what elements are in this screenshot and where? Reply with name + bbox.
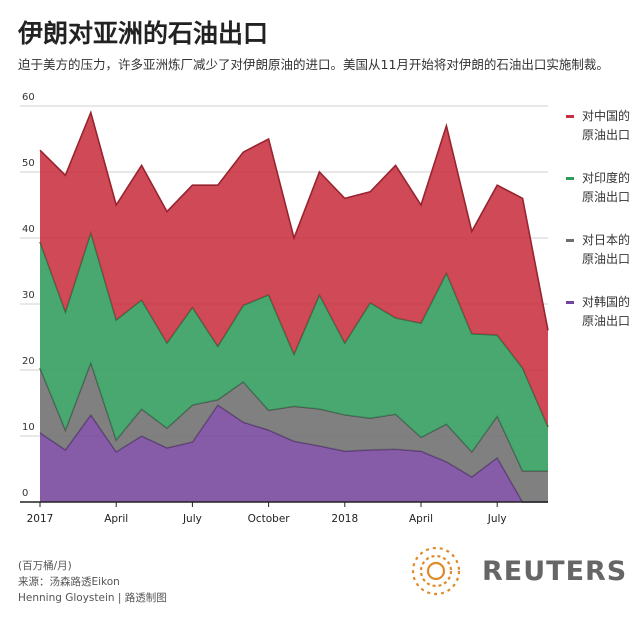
legend-swatch bbox=[566, 301, 574, 304]
area bbox=[40, 112, 548, 427]
legend-swatch bbox=[566, 115, 574, 118]
legend-label: 对韩国的原油出口 bbox=[582, 295, 631, 328]
legend-swatch bbox=[566, 239, 574, 242]
x-tick-label: July bbox=[182, 513, 202, 525]
legend-label: 对中国的原油出口 bbox=[582, 109, 631, 142]
legend-item: 对中国的原油出口 bbox=[566, 107, 636, 145]
chart-title: 伊朗对亚洲的石油出口 bbox=[18, 19, 269, 48]
x-tick-label: 2017 bbox=[27, 513, 54, 525]
y-tick-label: 30 bbox=[22, 290, 35, 301]
source-note: 来源：汤森路透Eikon bbox=[18, 576, 120, 588]
legend-label: 对日本的原油出口 bbox=[582, 233, 631, 266]
y-tick-label: 40 bbox=[22, 224, 35, 235]
x-tick-label: October bbox=[248, 513, 291, 525]
x-tick-label: April bbox=[409, 513, 433, 525]
area bbox=[40, 362, 548, 502]
y-tick-label: 20 bbox=[22, 356, 35, 367]
area bbox=[40, 404, 548, 502]
area-edge bbox=[39, 110, 549, 331]
legend-item: 对韩国的原油出口 bbox=[566, 293, 636, 331]
area bbox=[40, 232, 548, 471]
brand: REUTERS bbox=[482, 556, 628, 587]
legend-label: 对印度的原油出口 bbox=[582, 171, 631, 204]
x-tick-label: April bbox=[104, 513, 128, 525]
y-tick-label: 60 bbox=[22, 92, 35, 103]
legend-item: 对日本的原油出口 bbox=[566, 231, 636, 269]
unit-note: (百万桶/月) bbox=[18, 560, 72, 572]
reuters-logo bbox=[411, 546, 461, 596]
x-tick-label: 2018 bbox=[331, 513, 358, 525]
y-tick-label: 50 bbox=[22, 158, 35, 169]
x-tick-label: July bbox=[487, 513, 507, 525]
chart-subtitle: 迫于美方的压力，许多亚洲炼厂减少了对伊朗原油的进口。美国从11月开始将对伊朗的石… bbox=[18, 57, 609, 72]
legend-item: 对印度的原油出口 bbox=[566, 169, 636, 207]
y-tick-label: 0 bbox=[22, 488, 28, 499]
legend-swatch bbox=[566, 177, 574, 180]
credit-note: Henning Gloystein | 路透制图 bbox=[18, 592, 167, 604]
y-tick-label: 10 bbox=[22, 422, 35, 433]
